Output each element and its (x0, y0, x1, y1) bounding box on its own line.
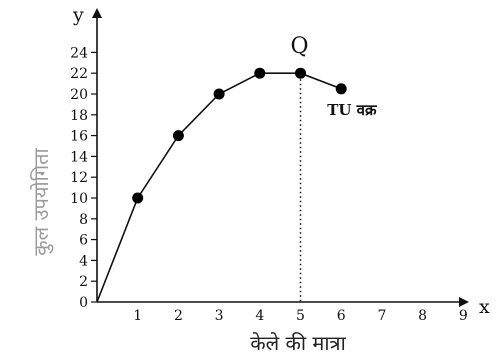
y-tick-label: 22 (70, 66, 88, 82)
y-tick-label: 18 (70, 108, 88, 124)
x-tick-label: 7 (377, 308, 386, 324)
tu-data-point (172, 130, 184, 142)
x-tick-label: 6 (337, 308, 346, 324)
y-tick-label: 14 (70, 149, 88, 165)
tu-curve-label: TU वक्र (327, 101, 378, 119)
x-tick-label: 5 (296, 308, 305, 324)
y-tick-label: 0 (79, 295, 88, 311)
y-tick-label: 4 (79, 253, 88, 269)
x-tick-labels: 1 2 3 4 5 6 7 8 9 (133, 308, 468, 324)
q-point-label: Q (291, 34, 309, 59)
y-axis-label: कुल उपयोगिता (29, 147, 54, 255)
x-axis-letter: x (479, 296, 490, 318)
y-tick-label: 10 (70, 191, 88, 207)
x-tick-label: 8 (418, 308, 427, 324)
tu-data-point (132, 192, 144, 204)
y-axis-letter: y (72, 4, 84, 26)
x-axis-label: केले की मात्रा (250, 331, 346, 355)
x-tick-label: 3 (215, 308, 224, 324)
x-tick-label: 9 (459, 308, 468, 324)
y-tick-label: 8 (79, 212, 88, 228)
x-tick-label: 1 (133, 308, 142, 324)
y-tick-label: 6 (79, 233, 88, 249)
axes (92, 8, 469, 307)
x-tick-label: 4 (255, 308, 264, 324)
tu-data-points (132, 67, 347, 204)
x-tick-label: 2 (174, 308, 183, 324)
y-tick-label: 20 (70, 87, 88, 103)
y-tick-label: 12 (70, 170, 88, 186)
tu-data-point (335, 83, 347, 95)
tu-data-point (295, 67, 306, 79)
tu-curve-line (96, 72, 342, 303)
y-tick-label: 2 (79, 274, 88, 290)
y-tick-label: 24 (70, 45, 88, 61)
y-tick-label: 16 (70, 129, 88, 145)
tu-data-point (213, 88, 225, 100)
tu-data-point (254, 67, 266, 79)
